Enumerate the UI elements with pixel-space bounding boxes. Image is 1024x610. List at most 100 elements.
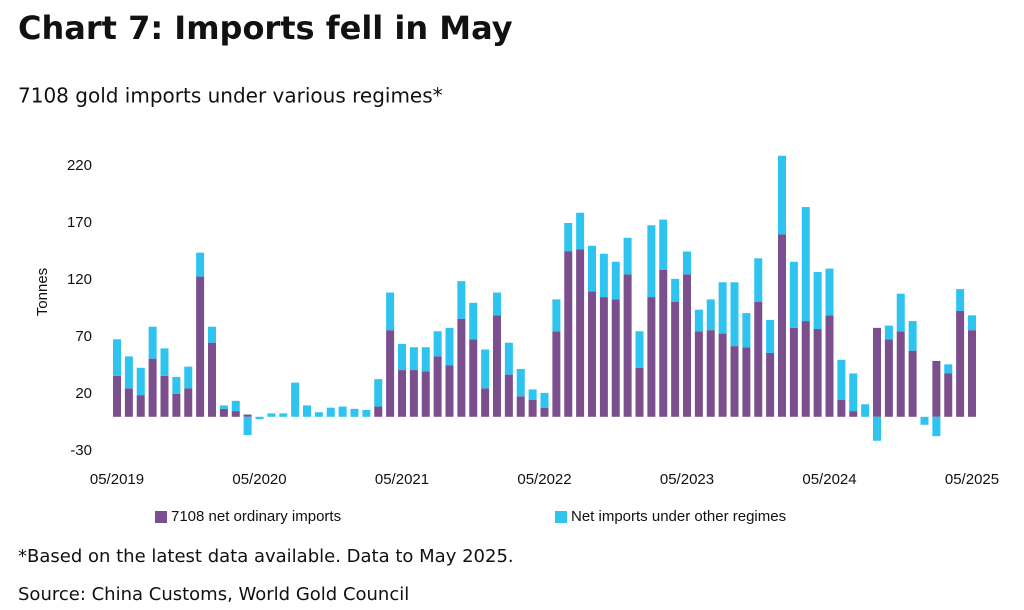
bar-segment xyxy=(611,299,620,417)
bar-segment xyxy=(576,212,585,250)
bar-segment xyxy=(861,404,870,417)
bar-segment xyxy=(825,268,834,316)
bar-segment xyxy=(766,352,775,417)
legend-label: 7108 net ordinary imports xyxy=(171,508,341,525)
bar-segment xyxy=(172,376,181,394)
bar-segment xyxy=(421,347,430,372)
bar-segment xyxy=(231,411,240,417)
bar-segment xyxy=(623,237,632,275)
bar-segment xyxy=(683,251,691,275)
bar-segment xyxy=(219,408,228,417)
bar-segment xyxy=(730,282,739,347)
bar-segment xyxy=(683,274,691,417)
bar-segment xyxy=(303,405,311,417)
bar-segment xyxy=(694,309,703,332)
bar-segment xyxy=(552,299,561,332)
bar-segment xyxy=(671,301,680,417)
bar-segment xyxy=(552,331,561,417)
bar-segment xyxy=(659,219,668,270)
bar-segment xyxy=(469,302,478,340)
bar-segment xyxy=(457,318,466,417)
x-tick-label: 05/2020 xyxy=(232,471,286,488)
bar-segment xyxy=(766,319,775,353)
bar-segment xyxy=(196,276,205,417)
bar-segment xyxy=(374,379,383,407)
bar-segment xyxy=(243,416,252,436)
bar-segment xyxy=(136,367,145,396)
bar-segment xyxy=(706,330,715,417)
y-tick-label: 170 xyxy=(67,214,92,231)
bar-segment xyxy=(837,359,846,400)
bar-segment xyxy=(445,365,454,417)
bar-segment xyxy=(113,375,121,417)
bar-segment xyxy=(873,327,881,417)
bar-segment xyxy=(528,399,537,417)
bar-segment xyxy=(124,356,133,389)
bar-segment xyxy=(968,330,976,417)
bar-segment xyxy=(908,350,917,417)
bar-segment xyxy=(718,333,727,417)
bar-segment xyxy=(338,406,347,417)
bar-segment xyxy=(184,366,193,389)
bar-segment xyxy=(635,367,644,417)
bar-segment xyxy=(611,261,620,300)
bar-segment xyxy=(896,331,905,417)
bar-segment xyxy=(196,252,205,277)
bar-segment xyxy=(291,382,300,417)
bar-segment xyxy=(409,347,418,371)
bar-segment xyxy=(884,339,893,417)
bar-segment xyxy=(267,413,276,417)
bar-segment xyxy=(493,315,501,417)
bar-segment xyxy=(421,371,430,417)
bar-segment xyxy=(671,278,680,302)
x-tick-label: 05/2021 xyxy=(375,471,429,488)
bar-segment xyxy=(718,282,727,334)
x-tick-label: 05/2022 xyxy=(517,471,571,488)
bar-segment xyxy=(172,394,181,417)
bar-segment xyxy=(588,245,596,292)
bar-segment xyxy=(778,155,786,235)
bar-segment xyxy=(255,416,264,420)
bar-segment xyxy=(849,373,858,412)
bar-segment xyxy=(730,346,739,417)
bar-segment xyxy=(124,388,133,417)
bar-segment xyxy=(540,407,549,417)
bar-segment xyxy=(956,289,965,311)
bar-segment xyxy=(208,326,216,343)
x-tick-label: 05/2024 xyxy=(802,471,856,488)
x-tick-label: 05/2023 xyxy=(660,471,714,488)
bar-segment xyxy=(801,321,810,417)
bar-segment xyxy=(469,339,478,417)
bar-segment xyxy=(445,327,454,366)
bar-segment xyxy=(398,343,406,371)
bar-segment xyxy=(136,395,145,417)
bar-segment xyxy=(184,388,193,417)
bar-segment xyxy=(742,347,751,417)
bar-segment xyxy=(778,234,786,417)
bar-segment xyxy=(457,281,466,319)
bar-segment xyxy=(481,388,490,417)
chart-subtitle: 7108 gold imports under various regimes* xyxy=(18,84,443,108)
bar-segment xyxy=(208,342,216,417)
bar-segment xyxy=(884,325,893,340)
bar-segment xyxy=(789,327,798,417)
bar-segment xyxy=(754,258,763,302)
bar-segment xyxy=(944,364,953,374)
bar-segment xyxy=(219,405,228,409)
bar-segment xyxy=(504,342,513,375)
bar-segment xyxy=(944,373,953,417)
bar-segment xyxy=(932,416,941,437)
bar-segment xyxy=(706,299,715,331)
bar-segment xyxy=(849,411,858,417)
bar-segment xyxy=(564,251,573,417)
bar-segment xyxy=(314,412,323,417)
y-tick-label: 120 xyxy=(67,271,92,288)
legend-swatch xyxy=(155,511,167,523)
bar-segment xyxy=(956,310,965,417)
bar-segment xyxy=(659,269,668,417)
bar-segment xyxy=(231,400,240,412)
bar-segment xyxy=(516,368,525,397)
bar-segment xyxy=(623,274,632,417)
bar-segment xyxy=(932,360,941,417)
bar-segment xyxy=(813,329,822,417)
